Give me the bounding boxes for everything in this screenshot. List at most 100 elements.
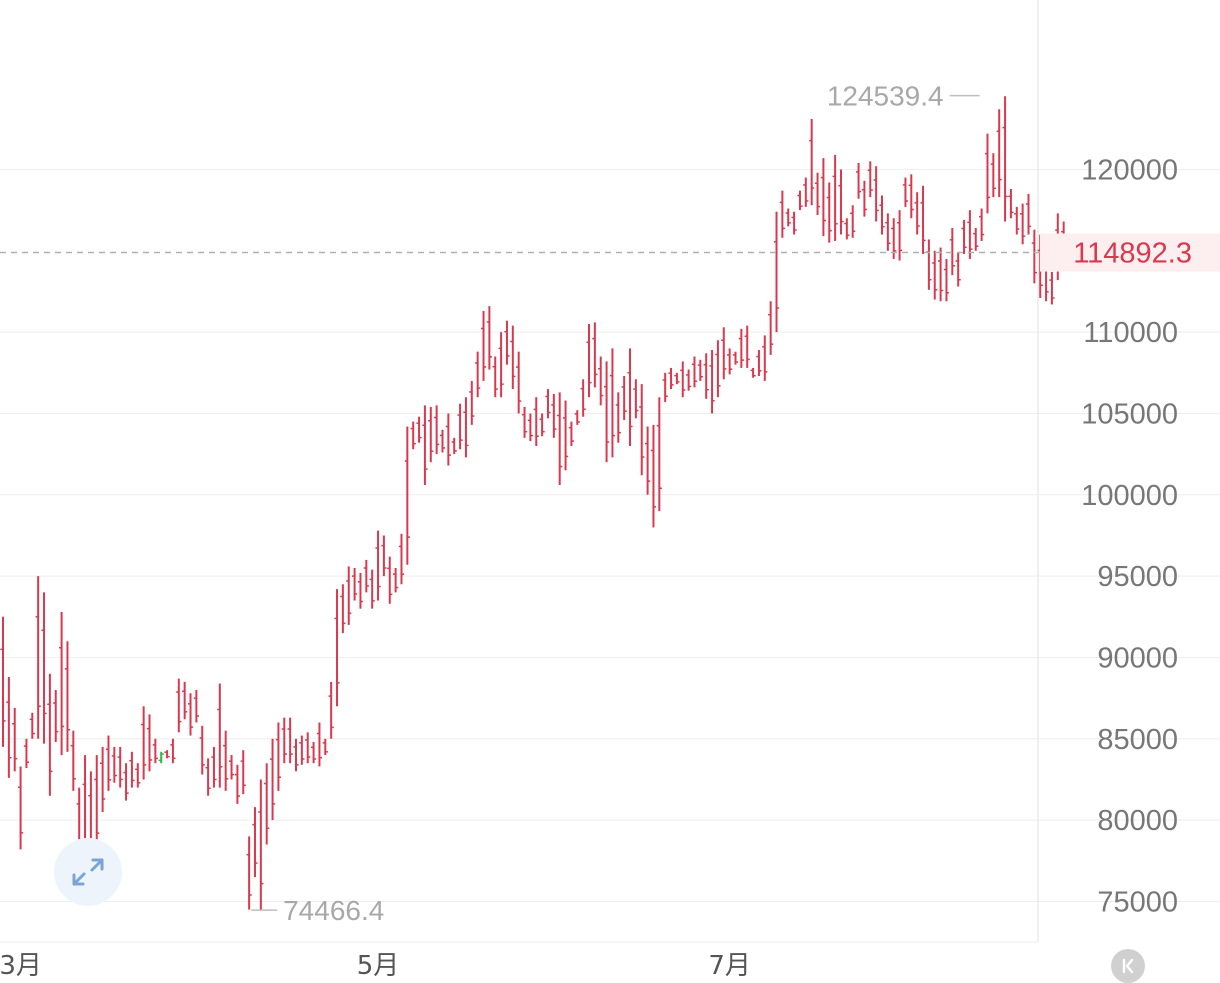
ohlc-bar bbox=[697, 359, 703, 381]
ohlc-bar bbox=[533, 397, 539, 446]
ohlc-bar bbox=[545, 389, 551, 419]
ohlc-bar bbox=[123, 763, 129, 801]
ohlc-bar bbox=[768, 301, 774, 355]
ohlc-bar bbox=[129, 751, 135, 788]
ohlc-bar bbox=[773, 211, 780, 333]
ohlc-bar bbox=[135, 763, 141, 788]
y-tick-label: 75000 bbox=[1097, 886, 1178, 918]
ohlc-bar bbox=[984, 133, 991, 214]
ohlc-bar bbox=[328, 681, 334, 739]
ohlc-bar bbox=[47, 673, 53, 796]
ohlc-bar bbox=[480, 310, 487, 381]
ohlc-bar bbox=[674, 372, 680, 385]
ohlc-bar bbox=[615, 392, 621, 443]
ohlc-bar bbox=[240, 750, 246, 795]
ohlc-bar bbox=[709, 350, 715, 414]
ohlc-bar bbox=[885, 213, 891, 251]
ohlc-bar bbox=[246, 836, 252, 910]
ohlc-bar bbox=[1031, 229, 1037, 284]
ohlc-bars bbox=[0, 96, 1073, 910]
ohlc-bar bbox=[422, 405, 428, 486]
ohlc-bar bbox=[199, 725, 205, 775]
y-tick-label: 85000 bbox=[1097, 724, 1178, 756]
skip-to-end-icon bbox=[1122, 958, 1134, 974]
ohlc-bar bbox=[228, 755, 235, 780]
ohlc-bar bbox=[340, 584, 346, 634]
ohlc-bar bbox=[539, 413, 545, 437]
ohlc-bar bbox=[445, 413, 451, 466]
current-price-label: 114892.3 bbox=[1073, 238, 1192, 270]
ohlc-bar bbox=[410, 421, 416, 450]
ohlc-bar bbox=[568, 421, 575, 446]
ohlc-bar bbox=[451, 437, 457, 455]
ohlc-bar bbox=[727, 348, 733, 375]
ohlc-bar bbox=[23, 738, 30, 769]
ohlc-bar bbox=[850, 205, 856, 238]
current-price-tag bbox=[1040, 233, 1220, 272]
ohlc-bar bbox=[111, 746, 117, 783]
ohlc-bar bbox=[70, 730, 76, 791]
expand-chart-button[interactable] bbox=[54, 838, 122, 906]
ohlc-bar bbox=[961, 219, 967, 255]
ohlc-bar bbox=[844, 218, 850, 240]
ohlc-bar bbox=[486, 306, 492, 370]
ohlc-bar bbox=[967, 210, 973, 259]
ohlc-bar bbox=[275, 722, 282, 791]
ohlc-bar bbox=[152, 738, 158, 764]
ohlc-bar bbox=[299, 735, 305, 765]
ohlc-bar bbox=[287, 717, 293, 764]
ohlc-bar bbox=[53, 690, 59, 743]
ohlc-bar bbox=[809, 119, 815, 206]
ohlc-bar bbox=[551, 393, 557, 438]
ohlc-bar bbox=[12, 707, 18, 772]
ohlc-bar bbox=[650, 424, 657, 528]
ohlc-bar bbox=[955, 252, 961, 287]
ohlc-bar bbox=[633, 379, 639, 419]
ohlc-bar bbox=[621, 376, 627, 420]
ohlc-bar bbox=[369, 569, 375, 609]
expand-button-bg[interactable] bbox=[54, 838, 122, 906]
ohlc-bar bbox=[574, 410, 580, 425]
ohlc-bar bbox=[375, 530, 381, 601]
ohlc-bar bbox=[738, 328, 744, 368]
ohlc-bar bbox=[187, 693, 194, 736]
ohlc-bar bbox=[680, 361, 686, 398]
ohlc-bar bbox=[35, 576, 41, 739]
ohlc-bar bbox=[492, 356, 498, 398]
max-price-label: 124539.4 bbox=[827, 81, 944, 112]
ohlc-bar bbox=[516, 351, 522, 414]
ohlc-bar bbox=[750, 367, 756, 378]
ohlc-bar bbox=[94, 755, 100, 853]
ohlc-bar bbox=[398, 533, 405, 585]
ohlc-bar bbox=[826, 182, 832, 243]
ohlc-bar bbox=[791, 211, 797, 235]
ohlc-bar bbox=[252, 807, 258, 878]
ohlc-bar bbox=[867, 161, 873, 198]
scroll-to-latest-button[interactable] bbox=[1111, 949, 1145, 983]
ohlc-bar bbox=[305, 732, 311, 764]
x-month-label: 5月 bbox=[357, 951, 400, 981]
ohlc-bar bbox=[258, 779, 264, 910]
ohlc-bar bbox=[949, 228, 955, 276]
ohlc-bar bbox=[352, 568, 358, 601]
ohlc-bar bbox=[404, 426, 410, 565]
ohlc-bar bbox=[973, 228, 979, 251]
ohlc-bar bbox=[639, 384, 645, 476]
ohlc-bar bbox=[979, 208, 985, 242]
ohlc-bar bbox=[627, 348, 633, 446]
ohlc-bar bbox=[269, 738, 276, 821]
ohlc-bar bbox=[703, 353, 709, 399]
ohlc-bar bbox=[457, 403, 463, 450]
ohlc-bar bbox=[855, 162, 862, 199]
ohlc-bar bbox=[439, 429, 446, 453]
y-tick-label: 95000 bbox=[1097, 561, 1178, 593]
ohlc-bar bbox=[29, 712, 35, 739]
ohlc-bar bbox=[586, 324, 592, 398]
ohlc-bar bbox=[861, 180, 868, 217]
ohlc-bar bbox=[832, 154, 838, 242]
ohlc-bar bbox=[592, 322, 598, 388]
ohlc-bar bbox=[310, 742, 317, 764]
ohlc-bar bbox=[463, 397, 469, 458]
